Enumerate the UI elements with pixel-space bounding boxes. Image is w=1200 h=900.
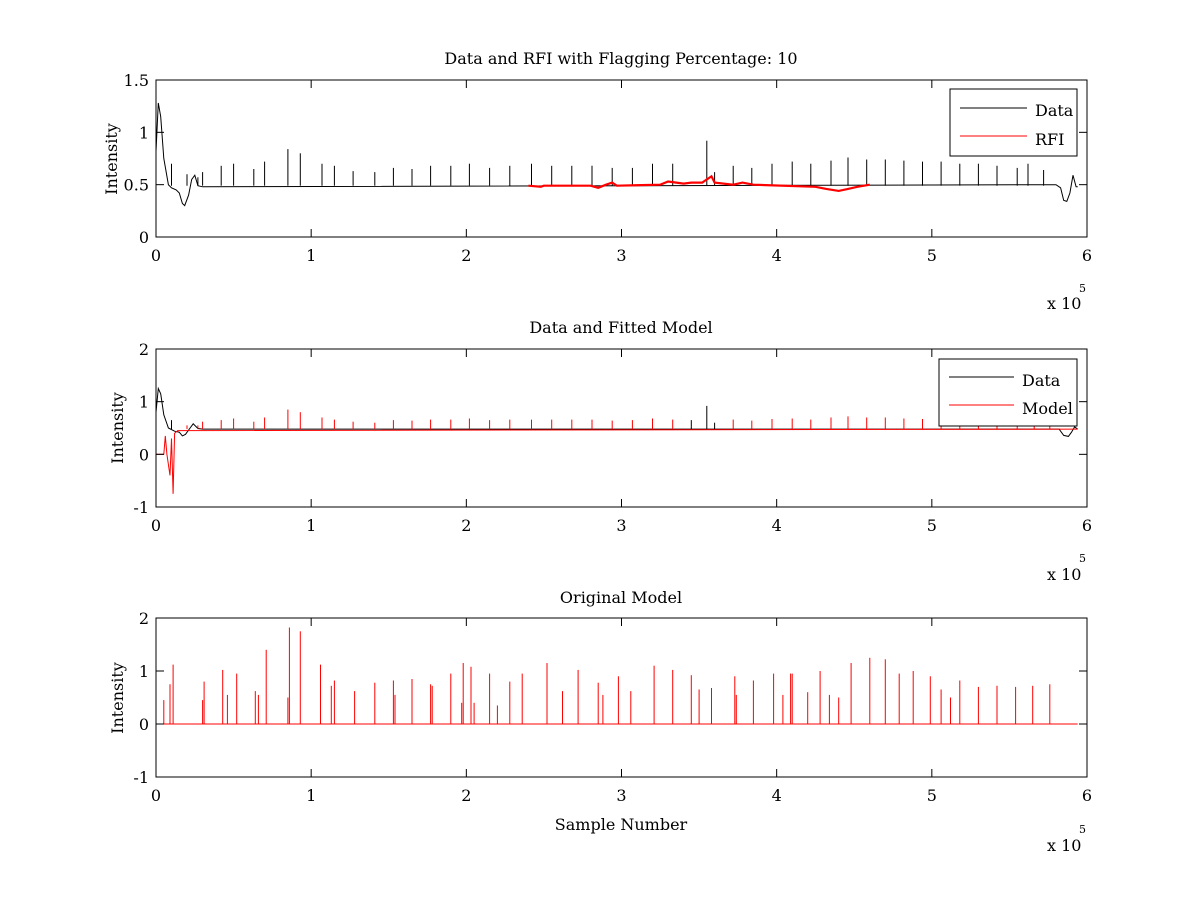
x-exponent-label: x 10 (1047, 565, 1081, 584)
x-tick-label: 0 (151, 246, 161, 265)
x-tick-label: 1 (306, 246, 316, 265)
y-tick-label: 1 (139, 123, 149, 142)
x-exponent-label: x 10 (1047, 836, 1081, 855)
x-tick-label: 5 (927, 246, 937, 265)
x-exponent-label: x 10 (1047, 294, 1081, 313)
y-tick-label: 1 (139, 662, 149, 681)
y-tick-label: 0 (139, 228, 149, 247)
chart-title: Original Model (560, 588, 682, 607)
x-tick-label: 4 (772, 786, 782, 805)
series-line (528, 174, 870, 193)
x-tick-label: 3 (616, 246, 626, 265)
series-data (155, 102, 1078, 207)
x-tick-label: 0 (151, 786, 161, 805)
x-exponent-power: 5 (1079, 823, 1086, 836)
series-rfi (528, 174, 870, 193)
legend-label-data: Data (1022, 371, 1061, 390)
y-axis-label: Intensity (108, 662, 127, 734)
x-tick-label: 6 (1082, 516, 1092, 535)
x-tick-label: 4 (772, 516, 782, 535)
x-tick-label: 3 (616, 786, 626, 805)
x-tick-label: 2 (461, 246, 471, 265)
legend-label-data: Data (1035, 101, 1074, 120)
axes: 0 1 2 3 4 5 6 0 0.5 1 1.5 (124, 71, 1093, 265)
series-line (156, 428, 1078, 494)
series-line (155, 386, 1078, 437)
y-tick-label: -1 (133, 768, 149, 787)
x-axis-label: Sample Number (555, 815, 688, 834)
legend-label-model: Model (1022, 399, 1073, 418)
x-tick-label: 2 (461, 786, 471, 805)
chart-title: Data and RFI with Flagging Percentage: 1… (444, 49, 797, 68)
x-tick-label: 0 (151, 516, 161, 535)
x-tick-label: 5 (927, 516, 937, 535)
axes-frame (155, 617, 1088, 778)
x-tick-label: 6 (1082, 246, 1092, 265)
y-axis-label: Intensity (108, 392, 127, 464)
legend: Data Model (938, 358, 1078, 427)
series-model (156, 627, 1078, 725)
x-tick-label: 5 (927, 786, 937, 805)
x-tick-label: 6 (1082, 786, 1092, 805)
y-tick-label: -1 (133, 498, 149, 517)
series-data (155, 386, 1078, 437)
y-tick-label: 0.5 (124, 176, 149, 195)
x-exponent-power: 5 (1079, 282, 1086, 295)
x-tick-label: 1 (306, 516, 316, 535)
legend-label-rfi: RFI (1035, 130, 1064, 149)
y-tick-label: 1 (139, 393, 149, 412)
y-axis-label: Intensity (102, 123, 121, 195)
y-tick-label: 2 (139, 340, 149, 359)
subplot-data-rfi: 0 1 2 3 4 5 6 0 0.5 1 1.5 Data and RFI with Flaggi… (102, 49, 1092, 313)
series-line (155, 102, 1078, 207)
legend-box (938, 358, 1078, 427)
x-tick-label: 3 (616, 516, 626, 535)
y-tick-label: 1.5 (124, 71, 149, 90)
x-exponent-power: 5 (1079, 552, 1086, 565)
legend: Data RFI (949, 88, 1078, 157)
x-tick-label: 4 (772, 246, 782, 265)
y-tick-label: 2 (139, 609, 149, 628)
x-tick-label: 1 (306, 786, 316, 805)
chart-title: Data and Fitted Model (529, 318, 712, 337)
y-tick-label: 0 (139, 445, 149, 464)
x-tick-label: 2 (461, 516, 471, 535)
legend-box (949, 88, 1078, 157)
y-tick-label: 0 (139, 715, 149, 734)
axes-frame (155, 79, 1088, 238)
